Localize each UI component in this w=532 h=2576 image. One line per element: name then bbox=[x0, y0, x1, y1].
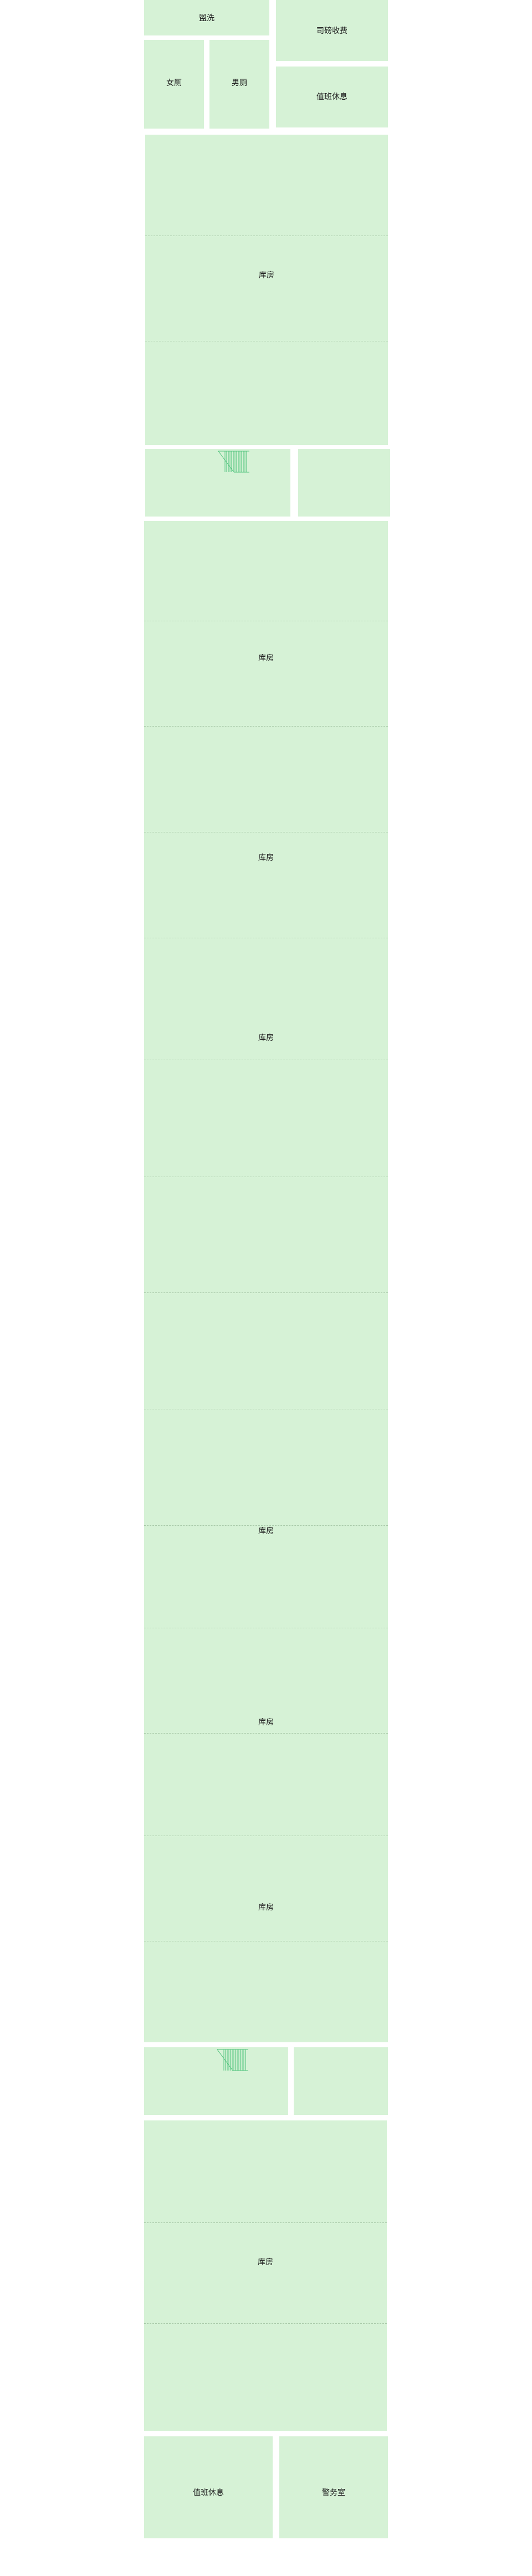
divider-line bbox=[144, 1292, 388, 1293]
warehouse-8: 库房 bbox=[144, 2120, 387, 2431]
duty-fee-label: 司磅收费 bbox=[316, 27, 347, 35]
rest-room-top-label: 值班休息 bbox=[316, 93, 347, 101]
female-toilet-label: 女厕 bbox=[166, 79, 182, 88]
stair-block-2 bbox=[144, 2047, 288, 2115]
side-room-1 bbox=[298, 449, 390, 517]
warehouse-7-label: 库房 bbox=[258, 1903, 274, 1912]
stair-block-1 bbox=[145, 449, 290, 517]
female-toilet-room: 女厕 bbox=[144, 40, 204, 129]
male-toilet-label: 男厕 bbox=[232, 79, 247, 88]
rest-room-top: 值班休息 bbox=[276, 67, 388, 127]
stair-icon bbox=[218, 451, 249, 473]
side-room-2 bbox=[294, 2047, 388, 2115]
bathroom-label: 盥洗 bbox=[199, 14, 214, 23]
warehouse-2-label: 库房 bbox=[258, 654, 274, 663]
male-toilet-room: 男厕 bbox=[209, 40, 269, 129]
warehouse-5-label: 库房 bbox=[258, 1527, 274, 1536]
bathroom-room: 盥洗 bbox=[144, 0, 269, 35]
warehouse-6-label: 库房 bbox=[258, 1718, 274, 1727]
stair-icon bbox=[217, 2049, 248, 2071]
stair-edge bbox=[218, 451, 234, 473]
warehouse-3-label: 库房 bbox=[258, 853, 274, 862]
warehouse-1: 库房 bbox=[145, 135, 388, 445]
guard-room: 警务室 bbox=[279, 2436, 388, 2538]
stair-edge bbox=[217, 2049, 233, 2071]
warehouse-1-label: 库房 bbox=[259, 271, 274, 280]
warehouse-4-label: 库房 bbox=[258, 1034, 274, 1042]
divider-line bbox=[144, 2323, 387, 2324]
rest-room-bottom-label: 值班休息 bbox=[193, 2488, 224, 2497]
divider-line bbox=[144, 726, 388, 727]
warehouse-8-label: 库房 bbox=[258, 2258, 273, 2267]
guard-room-label: 警务室 bbox=[322, 2488, 345, 2497]
divider-line bbox=[144, 1733, 388, 1734]
rest-room-bottom: 值班休息 bbox=[144, 2436, 273, 2538]
divider-line bbox=[144, 2222, 387, 2223]
divider-line bbox=[144, 1525, 388, 1526]
duty-fee-room: 司磅收费 bbox=[276, 0, 388, 61]
warehouse-column: 库房 库房 库房 库房 库房 库房 bbox=[144, 521, 388, 2042]
